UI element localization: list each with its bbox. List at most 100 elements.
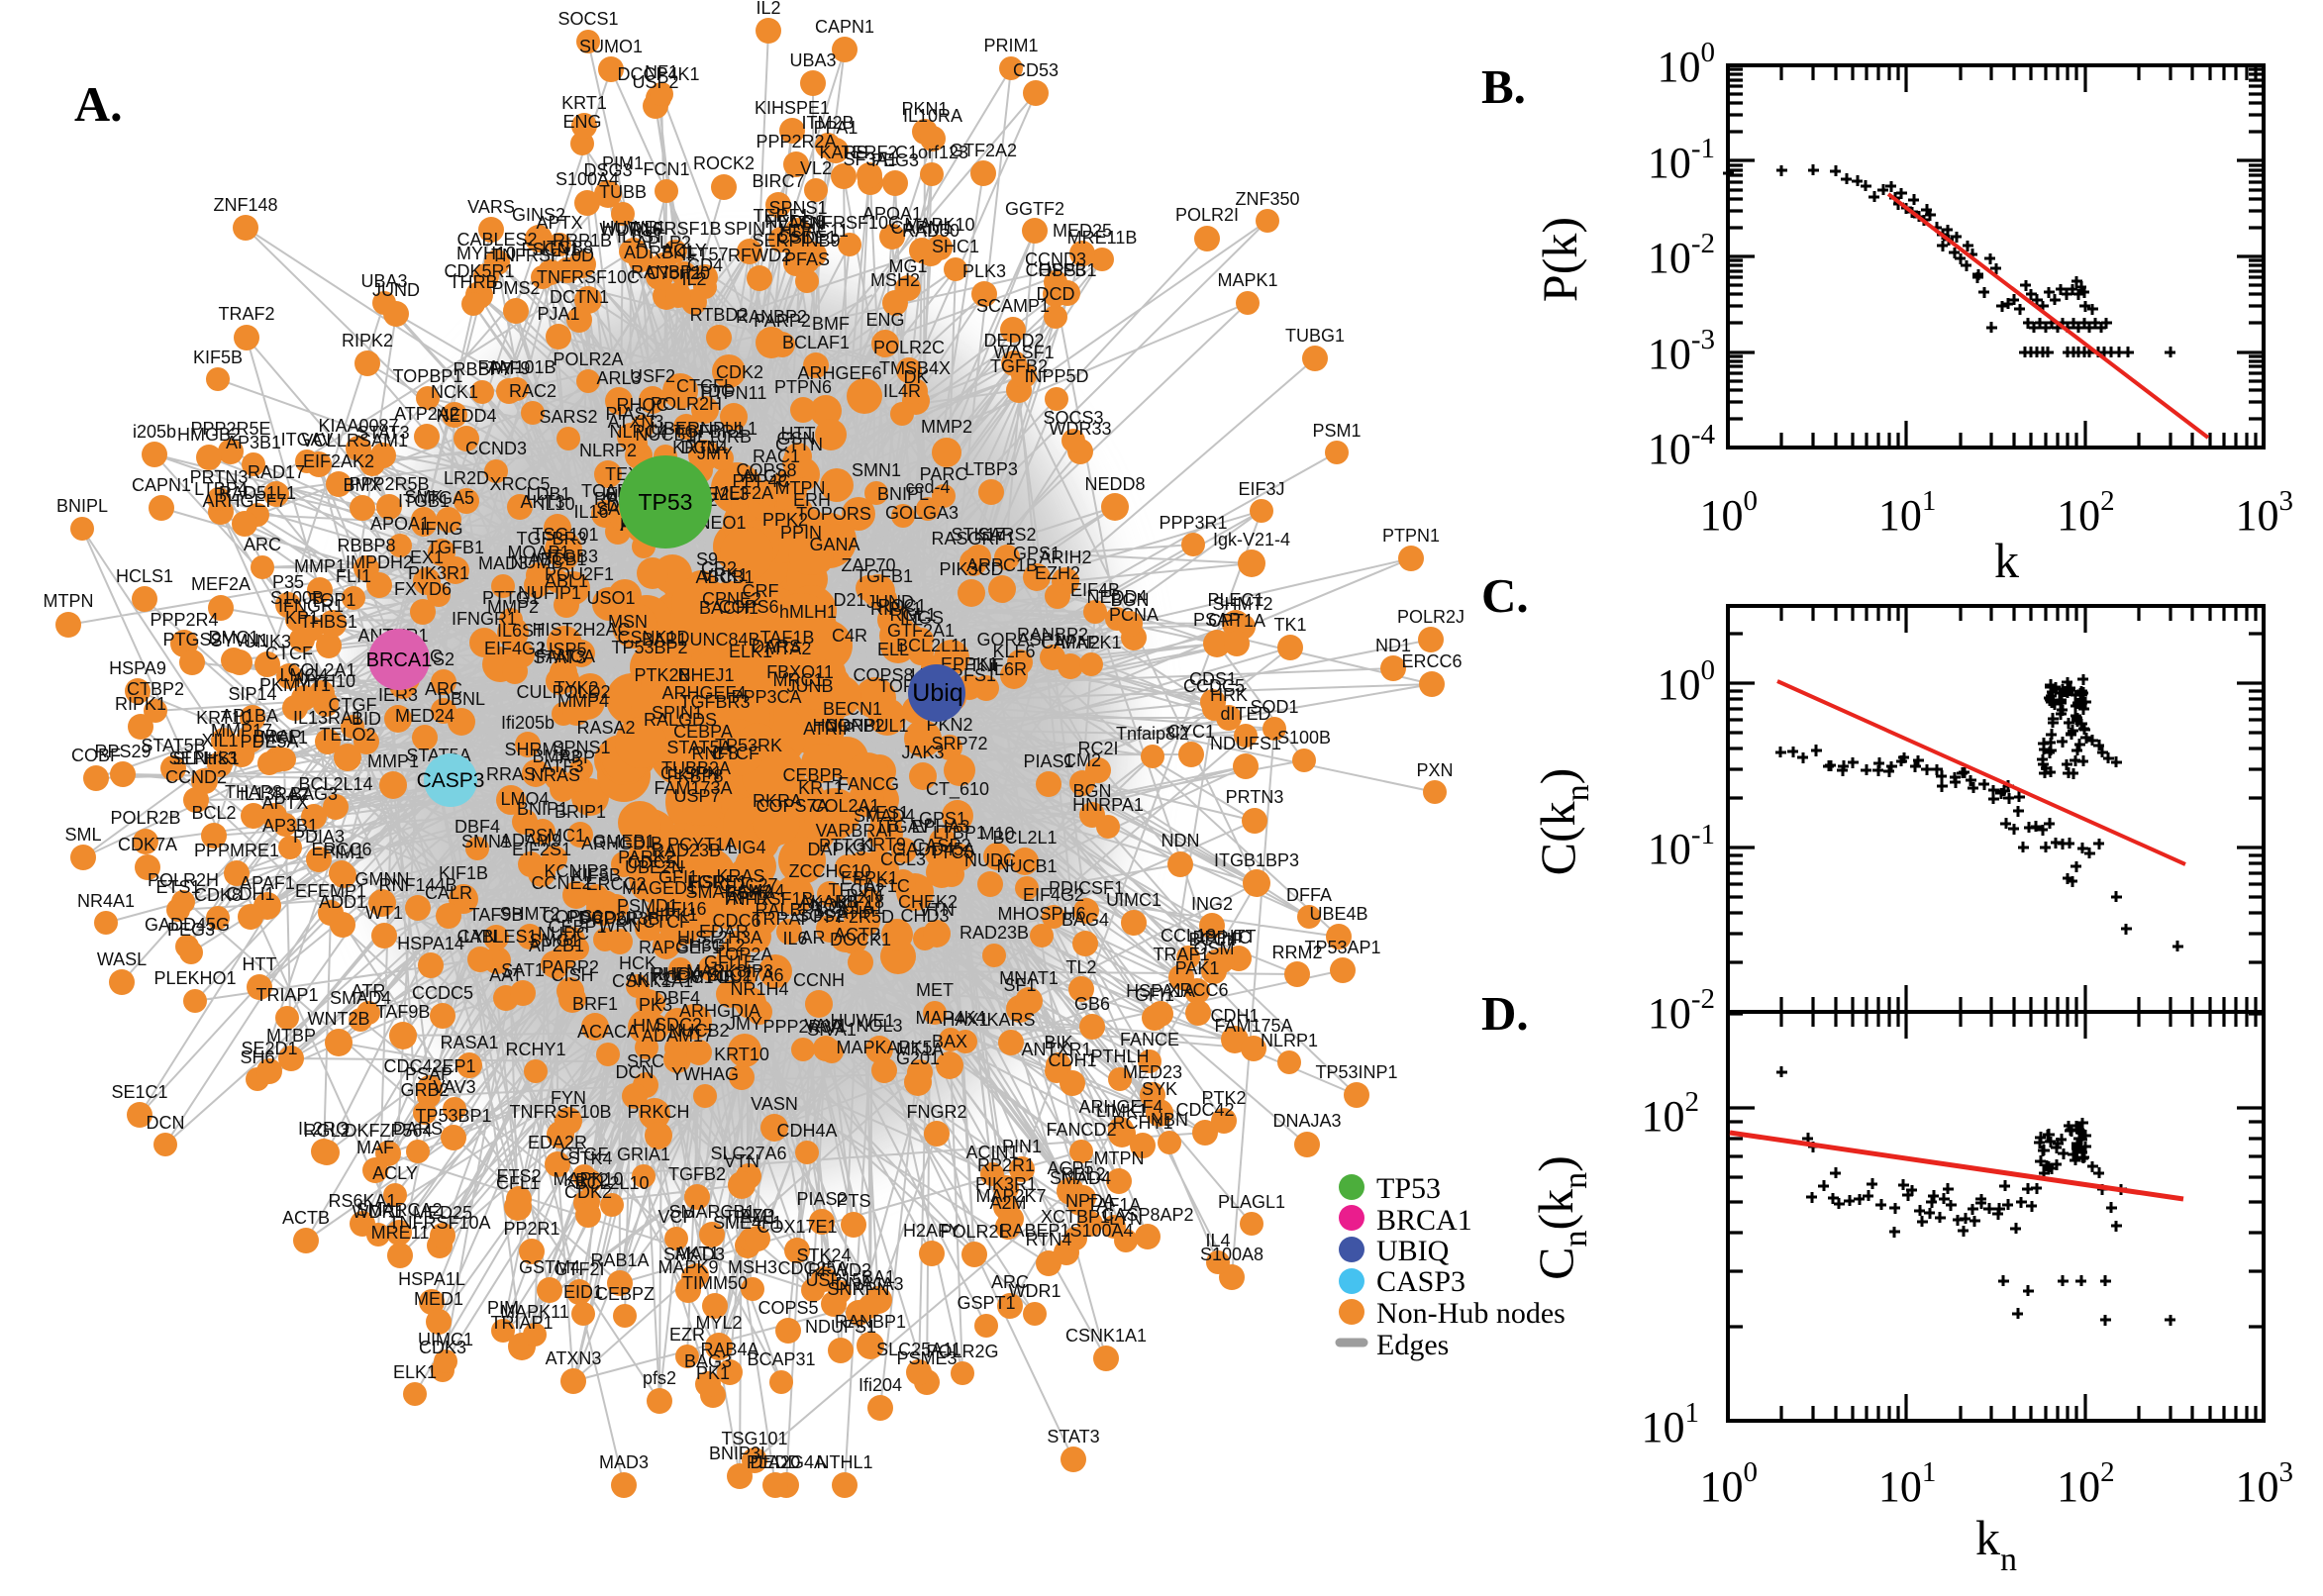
svg-text:TNFRSF10D: TNFRSF10D	[491, 246, 594, 265]
svg-text:POU2F1: POU2F1	[545, 564, 614, 584]
svg-text:CSNK1D: CSNK1D	[617, 628, 689, 648]
svg-text:TOP2A: TOP2A	[715, 945, 773, 964]
svg-text:HCK: HCK	[619, 953, 656, 973]
svg-text:TK1: TK1	[1273, 615, 1306, 635]
svg-text:JMY: JMY	[697, 444, 733, 463]
svg-text:VTN: VTN	[724, 1151, 759, 1171]
svg-text:RAC1: RAC1	[753, 447, 800, 466]
svg-text:NR1H4: NR1H4	[730, 979, 788, 999]
svg-text:NUCB1: NUCB1	[996, 856, 1057, 876]
svg-text:NTHL1: NTHL1	[816, 1452, 872, 1472]
svg-text:FYN: FYN	[551, 1088, 586, 1108]
svg-text:Ubiq: Ubiq	[912, 679, 962, 707]
svg-text:CTCFL: CTCFL	[676, 376, 734, 396]
svg-text:BAP1: BAP1	[642, 630, 687, 649]
svg-text:HSPA1A: HSPA1A	[1126, 981, 1195, 1001]
svg-text:STAT3: STAT3	[533, 648, 585, 667]
svg-text:GOLGA3: GOLGA3	[885, 503, 959, 523]
svg-text:RHOA: RHOA	[652, 964, 703, 984]
svg-text:BIK: BIK	[1044, 1033, 1072, 1052]
svg-text:CT_610: CT_610	[926, 779, 989, 800]
svg-text:SUMO1: SUMO1	[579, 37, 643, 56]
svg-text:NF1: NF1	[645, 62, 678, 82]
svg-text:MRE11: MRE11	[371, 1223, 430, 1243]
svg-text:SMG1: SMG1	[529, 931, 579, 950]
svg-text:SARS2: SARS2	[539, 407, 597, 427]
svg-text:PIK3R1: PIK3R1	[975, 1174, 1037, 1194]
svg-text:ced-4: ced-4	[905, 477, 950, 497]
svg-text:SHC1: SHC1	[932, 237, 979, 256]
svg-text:KRT10: KRT10	[714, 1045, 769, 1064]
svg-text:PPP2R5E: PPP2R5E	[190, 419, 270, 439]
svg-text:LR2D: LR2D	[444, 468, 489, 488]
svg-text:ING2: ING2	[1191, 894, 1233, 914]
svg-text:Tnfaip8l2: Tnfaip8l2	[1116, 724, 1189, 744]
svg-text:EDAR: EDAR	[699, 922, 749, 942]
svg-text:TRAF1: TRAF1	[1153, 945, 1209, 964]
svg-text:SIP14: SIP14	[228, 684, 276, 704]
svg-text:CARM1: CARM1	[890, 218, 953, 238]
svg-text:NHEJ1: NHEJ1	[677, 665, 734, 685]
svg-text:SH3GL2: SH3GL2	[676, 936, 745, 955]
svg-text:MMP2: MMP2	[921, 417, 972, 437]
svg-text:CHD3: CHD3	[900, 906, 949, 926]
svg-text:UBA3: UBA3	[789, 50, 836, 70]
svg-text:IL2: IL2	[681, 269, 706, 289]
svg-text:ATF3: ATF3	[542, 756, 584, 776]
svg-text:MET: MET	[916, 980, 954, 1000]
svg-text:UNK3: UNK3	[244, 632, 291, 651]
svg-text:CDC5L: CDC5L	[627, 852, 685, 872]
svg-text:CSNK1A1: CSNK1A1	[612, 971, 693, 991]
svg-text:GADD45A: GADD45A	[892, 840, 975, 859]
svg-text:ADAM9: ADAM9	[500, 831, 561, 850]
svg-text:FAM101B: FAM101B	[477, 357, 556, 377]
svg-text:TGFBR3: TGFBR3	[516, 529, 586, 549]
svg-text:TP53INP1: TP53INP1	[1315, 1062, 1397, 1082]
svg-text:KIF1B: KIF1B	[439, 863, 488, 883]
svg-text:FLI1: FLI1	[336, 566, 371, 586]
svg-text:CDH1: CDH1	[1210, 1006, 1259, 1026]
svg-text:LAMA4: LAMA4	[726, 881, 784, 901]
svg-text:COPS6: COPS6	[542, 907, 602, 927]
svg-text:IL10RA: IL10RA	[903, 106, 962, 126]
svg-text:IFT57: IFT57	[681, 245, 728, 264]
svg-text:SLC27A6: SLC27A6	[710, 1144, 786, 1163]
svg-text:STK17: STK17	[951, 525, 1005, 545]
svg-text:RNF144B: RNF144B	[378, 875, 456, 895]
svg-text:VASN: VASN	[751, 1094, 798, 1114]
svg-text:HTT: HTT	[781, 424, 816, 444]
svg-text:VASN: VASN	[777, 214, 825, 234]
svg-text:GANA: GANA	[809, 535, 859, 554]
svg-text:ELK1: ELK1	[729, 642, 772, 661]
svg-text:MAGED1: MAGED1	[622, 878, 697, 898]
svg-text:NUDC: NUDC	[964, 850, 1016, 870]
svg-text:dITED: dITED	[1220, 704, 1270, 724]
svg-text:TYK2: TYK2	[554, 678, 598, 698]
svg-text:k: k	[1994, 533, 2019, 588]
svg-text:COBF: COBF	[71, 746, 121, 765]
svg-text:IL10RB: IL10RB	[692, 427, 752, 447]
svg-text:CASP2: CASP2	[912, 836, 970, 855]
svg-text:BCL2L10: BCL2L10	[574, 1173, 649, 1193]
svg-text:IL6R: IL6R	[989, 659, 1027, 679]
svg-text:RCHY1: RCHY1	[505, 1040, 565, 1059]
svg-text:EZR: EZR	[669, 1325, 705, 1345]
svg-text:PSAP: PSAP	[1193, 610, 1241, 630]
svg-text:POLR2H: POLR2H	[651, 394, 722, 414]
svg-text:RALBP1: RALBP1	[755, 900, 823, 920]
svg-text:ATIP: ATIP	[837, 903, 875, 923]
svg-text:PRIM1: PRIM1	[983, 36, 1038, 55]
svg-text:Igk-V21-4: Igk-V21-4	[1213, 530, 1290, 549]
svg-text:INGS: INGS	[900, 608, 944, 628]
svg-text:FSCN1: FSCN1	[521, 240, 579, 259]
svg-text:NEDD8: NEDD8	[1084, 474, 1145, 494]
svg-text:MMP1: MMP1	[367, 751, 419, 771]
svg-text:PIAS1: PIAS1	[1023, 751, 1073, 771]
svg-text:NEDD4: NEDD4	[436, 406, 496, 426]
svg-text:ZAP70: ZAP70	[841, 555, 895, 575]
svg-text:APTX: APTX	[536, 213, 582, 233]
svg-text:SLC27A6: SLC27A6	[707, 965, 783, 985]
svg-text:PPP2R2A: PPP2R2A	[756, 132, 836, 151]
svg-text:POLR2C: POLR2C	[873, 338, 945, 357]
svg-text:MTA2: MTA2	[765, 639, 812, 658]
